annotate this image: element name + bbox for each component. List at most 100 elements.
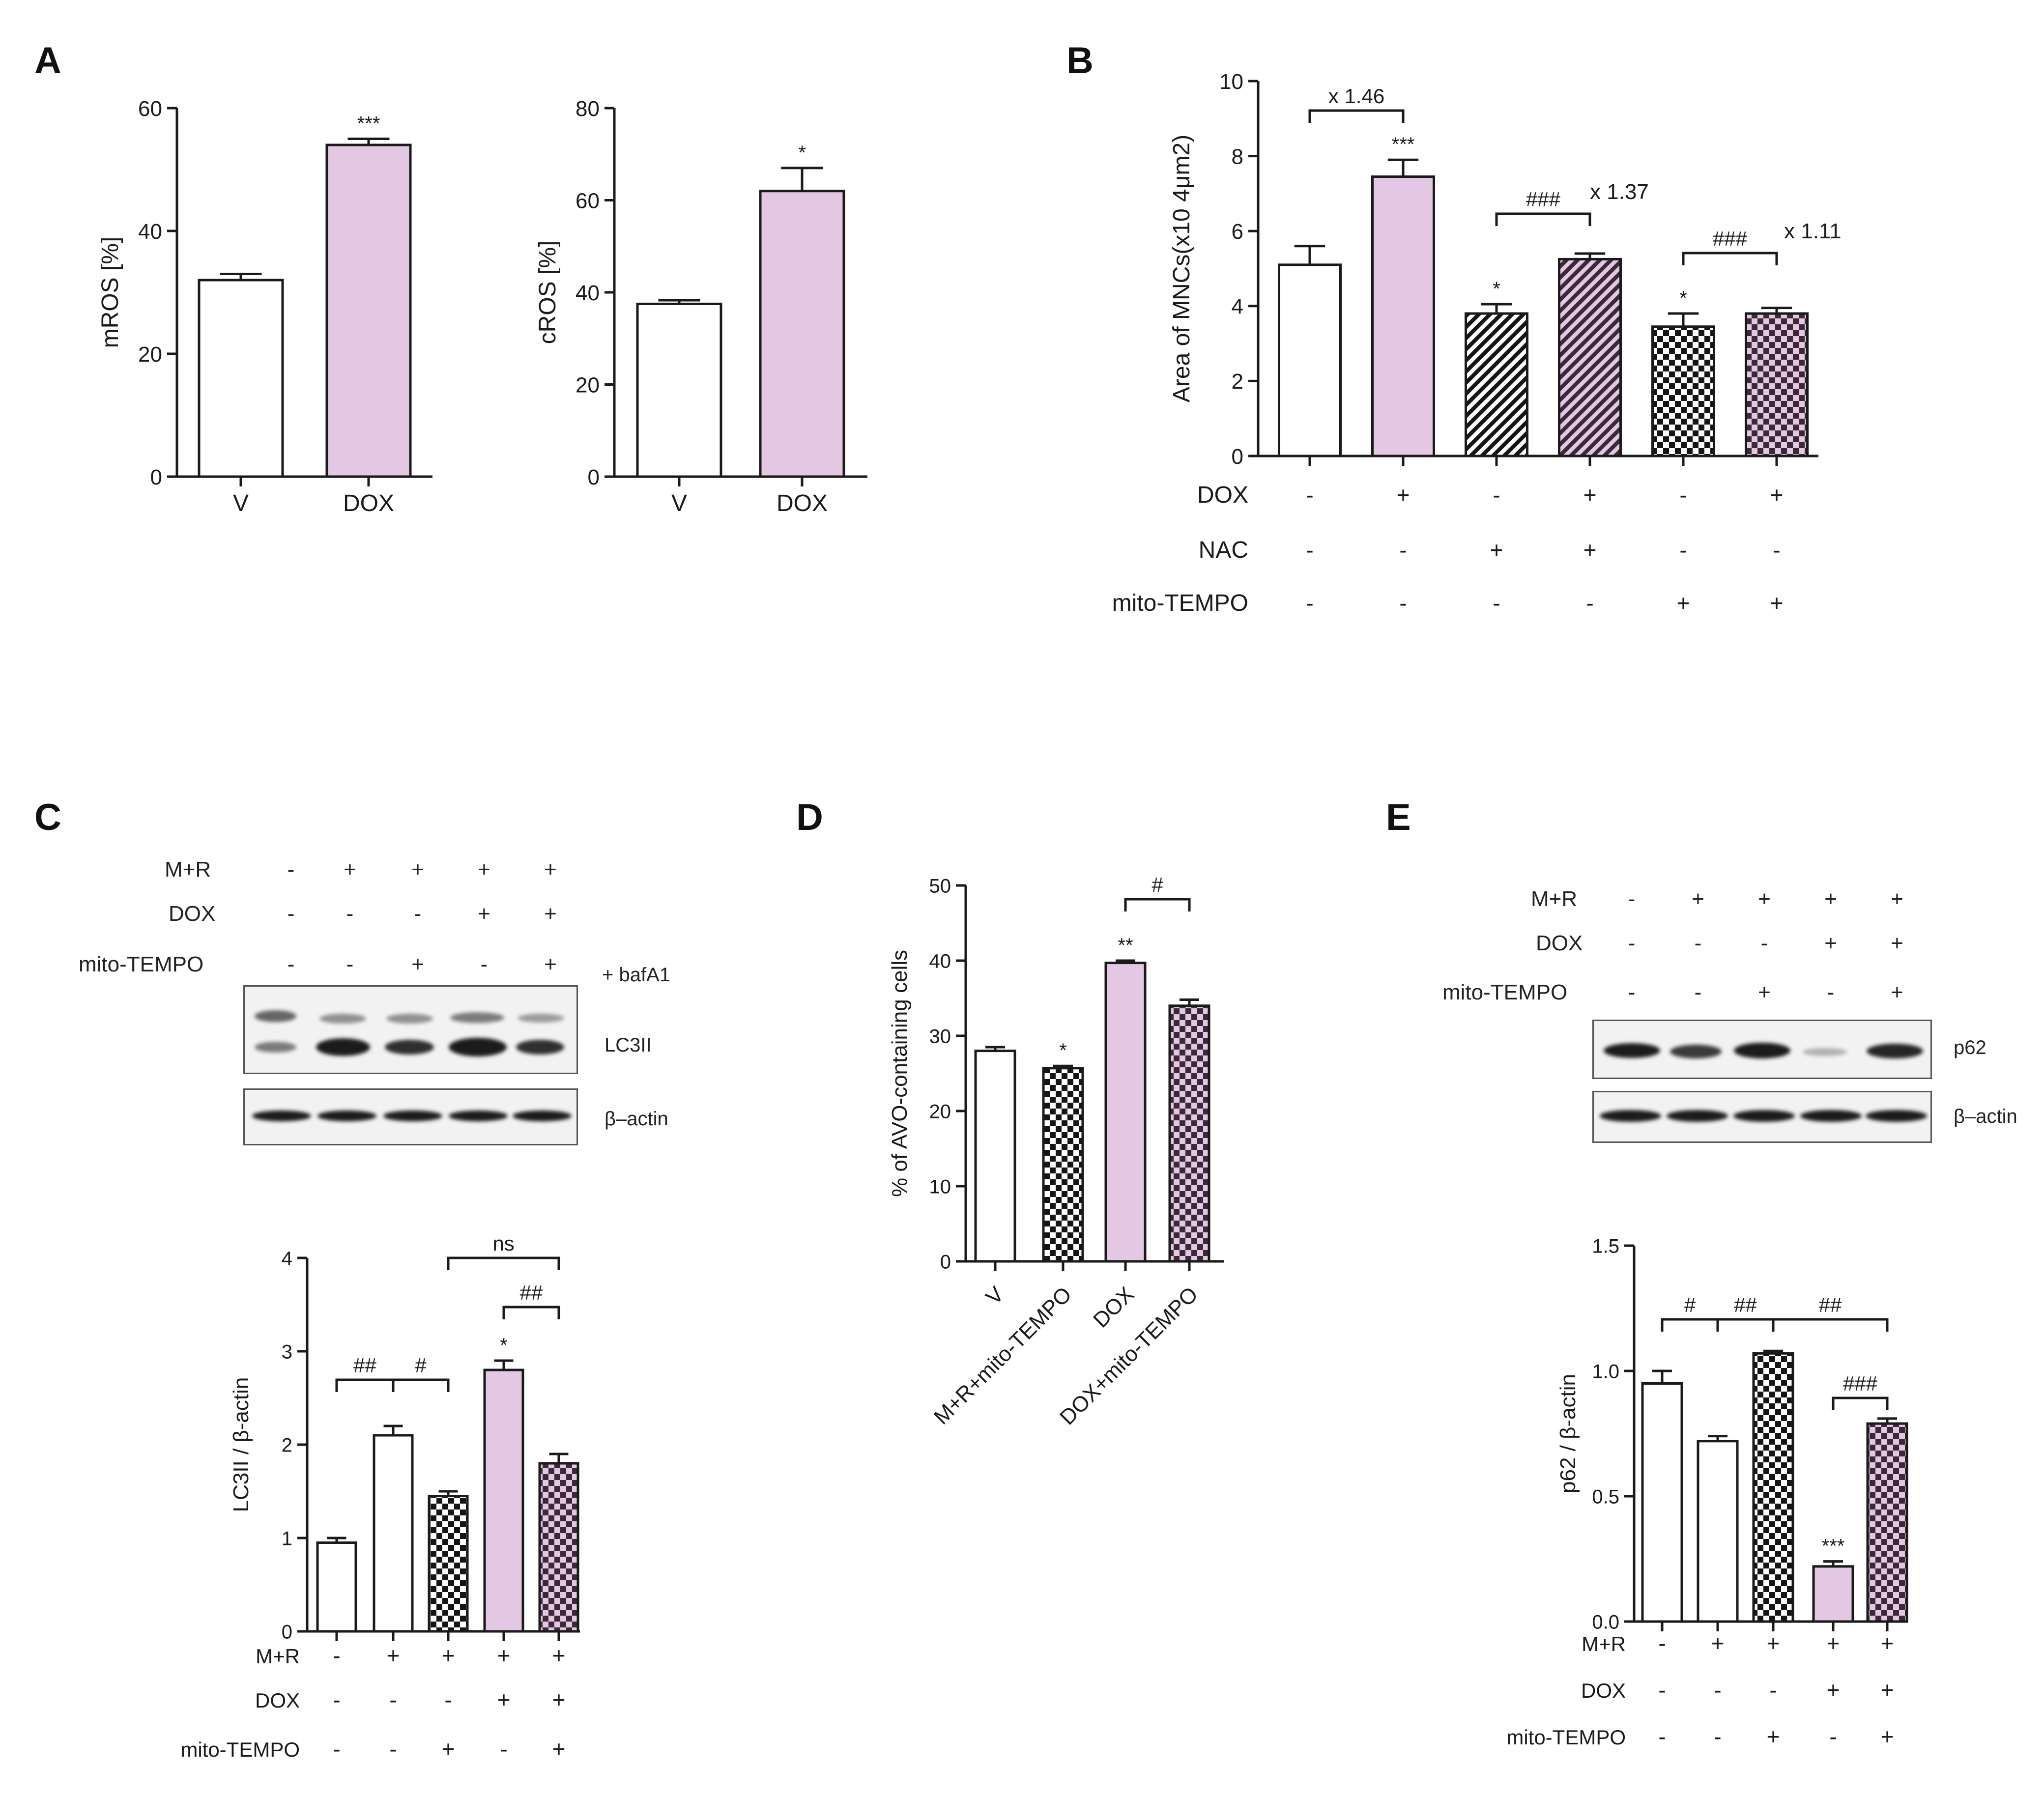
treatment-sign: + (552, 1736, 566, 1762)
blot-e-row-p62: p62 (1954, 1037, 1986, 1058)
significance-marker: * (1493, 278, 1500, 300)
y-tick-label: 40 (929, 950, 951, 972)
bar (1168, 1004, 1210, 1263)
y-tick-label: 20 (138, 342, 162, 367)
y-axis-title: % of AVO-containing cells (888, 950, 912, 1197)
treatment-sign: - (1493, 590, 1500, 616)
y-tick-label: 4 (282, 1248, 292, 1269)
blot-c-sign: + (344, 857, 356, 882)
treatment-row-label: mito-TEMPO (1506, 1726, 1626, 1749)
treatment-sign: + (1881, 1677, 1894, 1703)
significance-bracket (1308, 109, 1405, 123)
significance-marker: *** (357, 113, 380, 135)
y-tick-label: 3 (282, 1341, 292, 1363)
panel-label-d: D (796, 797, 823, 838)
treatment-row-label: DOX (1581, 1679, 1626, 1702)
p62-band (1734, 1043, 1790, 1058)
y-tick-label: 40 (576, 281, 600, 305)
y-tick-label: 60 (138, 97, 162, 121)
blot-c-sign: - (287, 952, 295, 976)
lc3ii-band (516, 1040, 564, 1054)
x-tick-label: DOX (343, 490, 394, 516)
x-tick-label: V (233, 490, 249, 516)
treatment-sign: - (1714, 1677, 1721, 1703)
y-tick-label: 0 (940, 1251, 951, 1273)
treatment-sign: - (444, 1687, 452, 1712)
y-tick-label: 20 (929, 1101, 951, 1122)
y-tick-label: 10 (929, 1176, 951, 1197)
bar (1558, 257, 1622, 457)
treatment-sign: + (1711, 1630, 1725, 1656)
y-tick-label: 1.0 (1592, 1361, 1619, 1382)
y-tick-label: 50 (929, 875, 951, 897)
significance-marker: * (500, 1335, 508, 1356)
actin-band (1800, 1110, 1862, 1122)
y-tick-label: 0 (282, 1621, 292, 1643)
treatment-sign: - (1829, 1724, 1837, 1749)
chart-a1: 0 20 40 60 mROS [%] *** V DOX (97, 97, 432, 516)
treatment-sign: + (552, 1643, 566, 1668)
treatment-sign: + (1397, 482, 1410, 508)
significance-bracket (1124, 898, 1191, 912)
blot-e-sign: - (1628, 931, 1636, 955)
blot-c-sign: - (414, 902, 422, 926)
blot-e-p62-membrane (1592, 1020, 1932, 1079)
significance-marker: ** (1118, 935, 1133, 956)
blot-c-label-mitotempo: mito-TEMPO (79, 952, 204, 976)
blot-e-sign: - (1694, 980, 1702, 1004)
treatment-sign: + (552, 1687, 566, 1712)
blot-e-sign: + (1891, 887, 1903, 911)
blot-e-sign: - (1628, 980, 1636, 1004)
bar (759, 190, 845, 478)
actin-band (317, 1111, 376, 1121)
blot-e-sign: - (1760, 931, 1768, 955)
lc3i-band (386, 1014, 433, 1024)
bracket-label: ### (1843, 1372, 1878, 1395)
chart-a2: 0 20 40 60 80 cROS [%] * V DOX (535, 97, 867, 516)
treatment-sign: - (1399, 537, 1407, 563)
y-tick-label: 6 (1232, 220, 1243, 244)
treatment-sign: - (1714, 1724, 1721, 1749)
treatment-sign: - (333, 1643, 340, 1668)
y-tick-label: 1 (282, 1528, 292, 1549)
bar (1697, 1440, 1739, 1623)
lc3ii-band (255, 1042, 296, 1053)
lc3i-band (518, 1014, 564, 1023)
bar (974, 1050, 1016, 1263)
blot-c-sign: + (544, 902, 557, 926)
y-axis-title: p62 / β-actin (1556, 1374, 1580, 1493)
blot-e-sign: - (1827, 980, 1835, 1004)
y-tick-label: 80 (576, 97, 600, 121)
treatment-sign: - (1658, 1724, 1666, 1749)
bracket-label: # (1152, 873, 1163, 896)
blot-e-sign: + (1758, 980, 1771, 1004)
bar (1812, 1565, 1854, 1623)
blot-e-sign: + (1824, 931, 1837, 955)
treatment-sign: - (1493, 482, 1500, 508)
treatment-sign: + (1490, 537, 1503, 563)
bracket-label: ## (353, 1354, 376, 1377)
blot-c-sign: - (287, 857, 295, 882)
treatment-sign: - (1658, 1677, 1666, 1703)
lc3i-band (450, 1012, 504, 1023)
bar (198, 279, 284, 478)
blot-c-sign: + (411, 952, 424, 976)
significance-marker: * (1059, 1040, 1067, 1061)
blot-e-sign: + (1891, 931, 1903, 955)
bracket-label: ## (520, 1281, 543, 1304)
blot-e-sign: + (1692, 887, 1704, 911)
blot-c-sign: + (478, 902, 490, 926)
lc3i-band (255, 1010, 296, 1022)
blot-e-label-dox: DOX (1536, 931, 1583, 955)
p62-band (1867, 1044, 1923, 1058)
significance-marker: * (798, 142, 806, 164)
treatment-sign: - (1658, 1630, 1666, 1656)
y-tick-label: 4 (1232, 295, 1243, 319)
treatment-sign: + (1827, 1630, 1840, 1656)
y-tick-label: 40 (138, 220, 162, 244)
treatment-sign: - (1586, 590, 1593, 616)
treatment-sign: + (442, 1736, 455, 1762)
treatment-row-label: mito-TEMPO (180, 1738, 300, 1761)
blot-e-label-mr: M+R (1531, 887, 1578, 911)
bar (428, 1495, 469, 1633)
